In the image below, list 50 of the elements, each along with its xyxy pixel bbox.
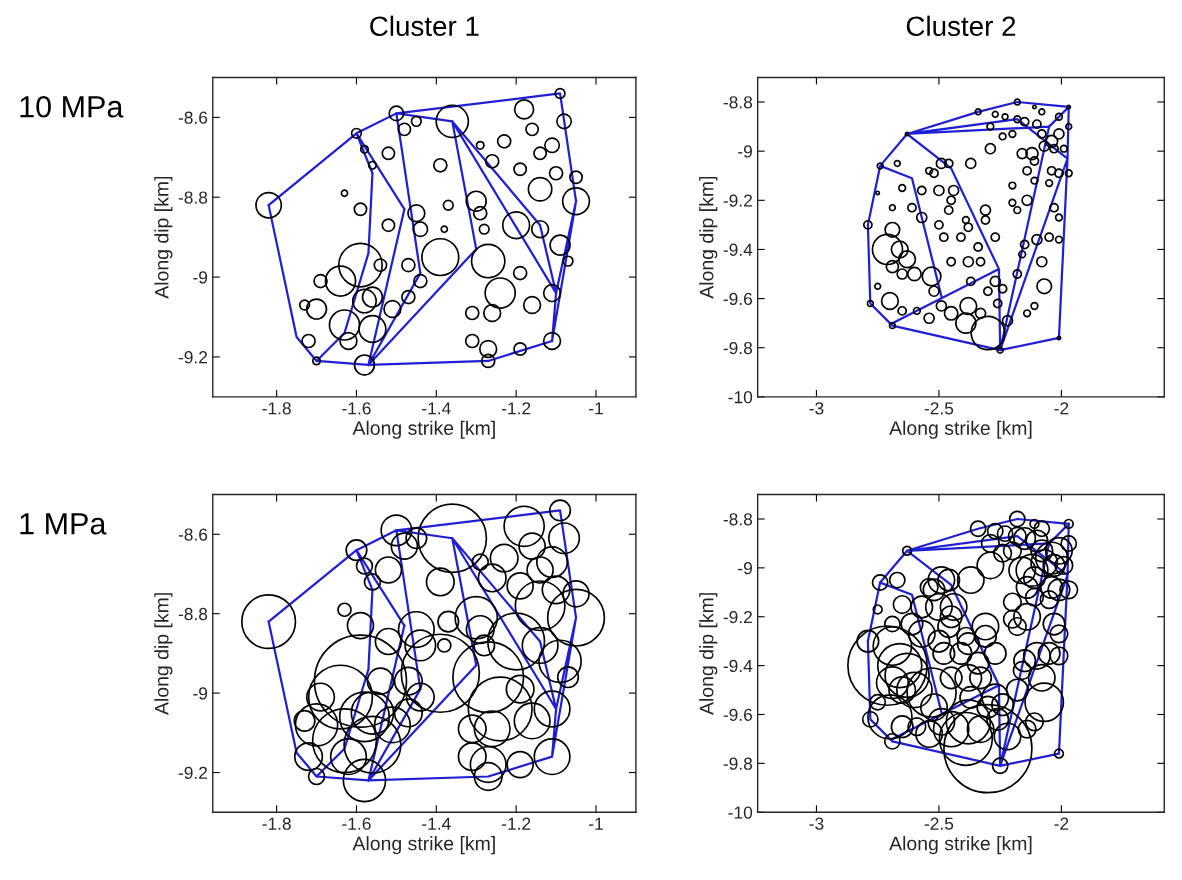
x-tick-label: -1 [589, 817, 603, 830]
x-tick-label: -1.4 [422, 817, 451, 830]
y-tick-label: -8.8 [723, 96, 753, 109]
y-tick-label: -9.2 [178, 351, 208, 364]
y-tick-label: -9 [193, 271, 208, 284]
y-tick-label: -8.6 [178, 111, 208, 124]
y-tick-label: -9 [738, 562, 752, 575]
y-tick-label: -9.2 [723, 194, 752, 207]
x-axis-title: Along strike [km] [352, 420, 495, 439]
x-tick-label: -2 [1054, 402, 1069, 415]
x-tick-label: -2.5 [924, 402, 954, 415]
y-tick-label: -9.4 [723, 659, 753, 673]
y-tick-label: -10 [728, 806, 753, 819]
x-tick-label: -1.2 [501, 402, 531, 415]
x-axis-title: Along strike [km] [889, 836, 1032, 855]
x-tick-label: -1.2 [501, 817, 531, 830]
y-axis-title: Along dip [km] [154, 593, 173, 715]
y-tick-label: -10 [728, 391, 753, 404]
x-axis-title: Along strike [km] [889, 420, 1032, 439]
y-tick-label: -9.2 [723, 610, 752, 624]
y-tick-label: -9.4 [723, 243, 753, 256]
y-tick-label: -9.2 [178, 766, 208, 779]
y-tick-label: -9 [193, 687, 208, 700]
y-tick-label: -9.8 [723, 341, 753, 355]
y-tick-label: -8.8 [723, 513, 753, 526]
x-tick-label: -3 [809, 402, 824, 415]
y-axis-title: Along dip [km] [699, 176, 718, 299]
x-tick-label: -3 [809, 817, 824, 830]
y-axis-title: Along dip [km] [699, 593, 718, 715]
x-tick-label: -1.6 [342, 402, 371, 415]
chart-title: Cluster 2 [906, 15, 1016, 37]
y-tick-label: -9.8 [723, 757, 753, 770]
x-tick-label: -1.8 [262, 817, 291, 830]
y-tick-label: -8.8 [178, 607, 208, 621]
chart-title: Cluster 1 [370, 15, 479, 37]
y-axis-title: Along dip [km] [154, 176, 173, 299]
y-tick-label: -8.6 [178, 528, 208, 541]
x-tick-label: -2.5 [924, 817, 954, 830]
x-tick-label: -1.8 [262, 402, 291, 415]
y-tick-label: -9.6 [723, 292, 753, 306]
text: 10 MPa [20, 95, 124, 118]
x-tick-label: -1.4 [422, 402, 451, 415]
x-tick-label: -1.6 [342, 817, 371, 830]
text: 1 MPa [20, 513, 107, 535]
y-tick-label: -8.8 [178, 191, 208, 204]
x-tick-label: -1 [589, 402, 603, 415]
y-tick-label: -9.6 [723, 708, 753, 721]
y-tick-label: -9 [738, 145, 752, 158]
x-tick-label: -2 [1054, 817, 1069, 830]
x-axis-title: Along strike [km] [352, 836, 495, 855]
